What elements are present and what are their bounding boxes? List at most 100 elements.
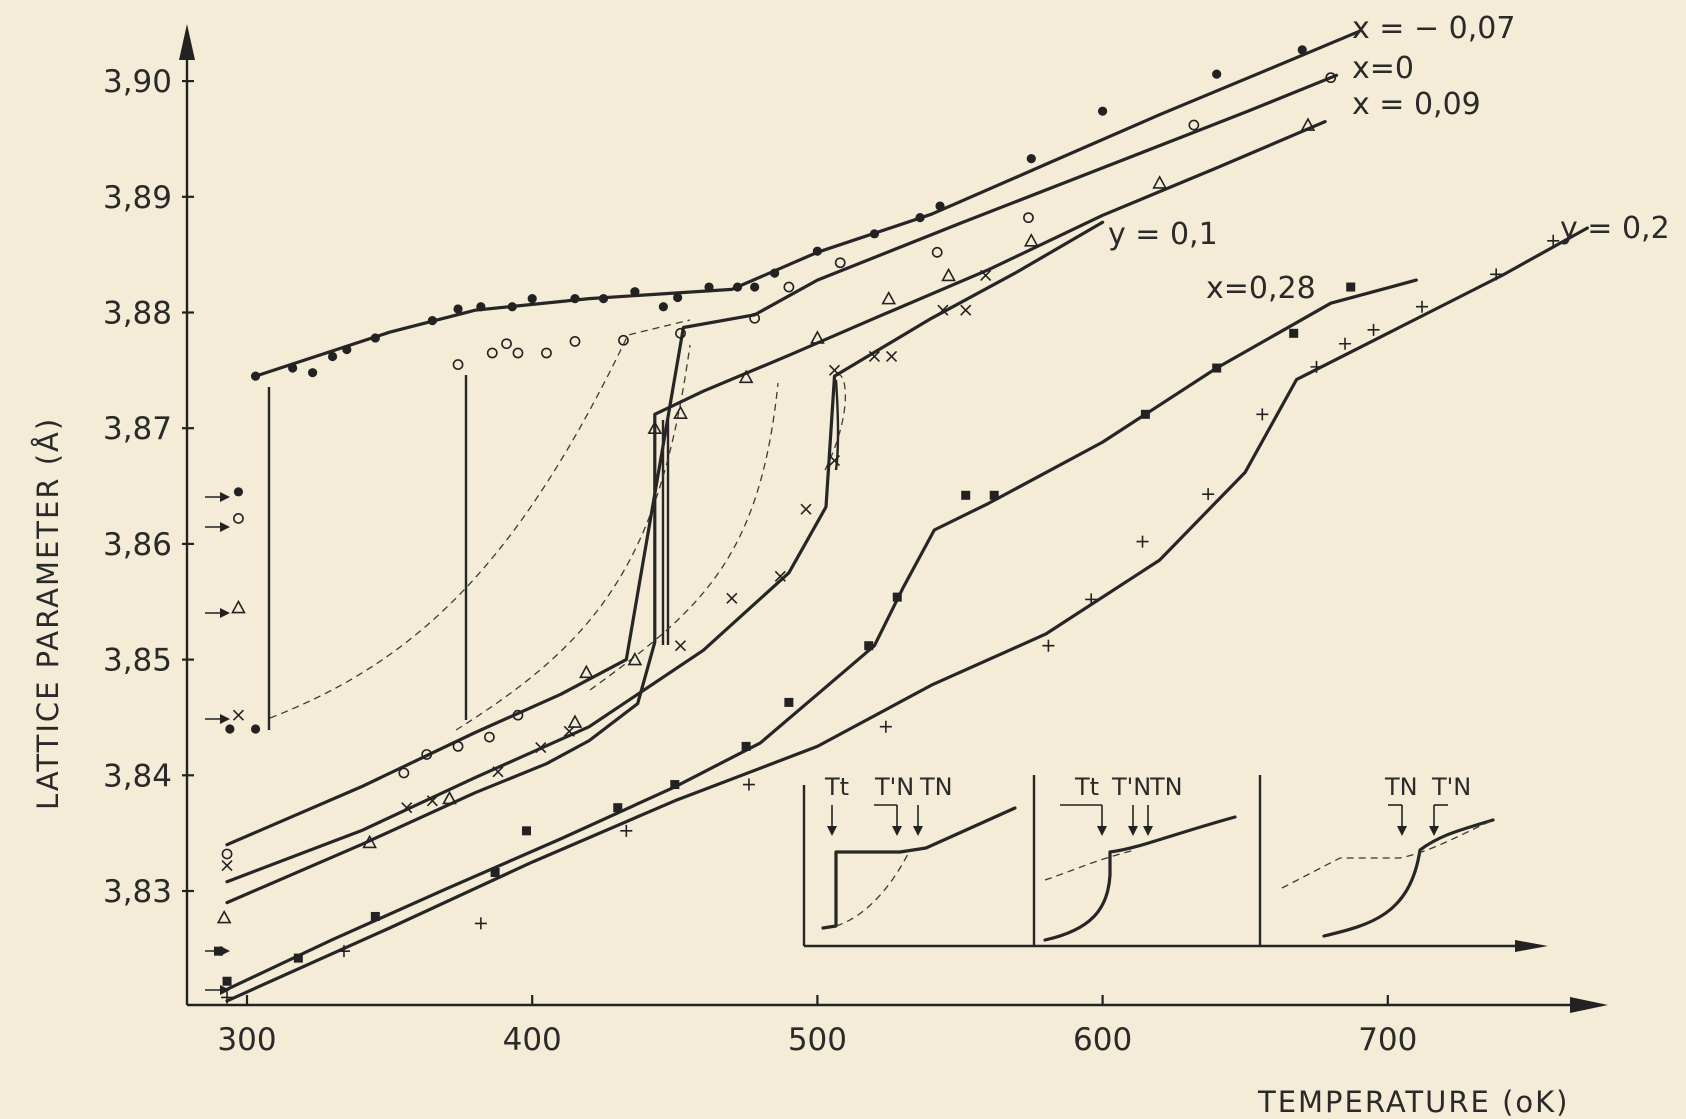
data-point [484, 731, 495, 743]
series-curve-3 [225, 220, 1105, 884]
data-point [370, 911, 380, 921]
data-point [452, 359, 464, 370]
data-point [1136, 535, 1149, 548]
series-label-0: x = − 0,07 [1352, 11, 1515, 46]
data-point [885, 350, 898, 363]
inset-label-6: TN [1384, 773, 1418, 801]
data-point [774, 570, 786, 582]
y-tick-label: 3,84 [103, 758, 172, 794]
y-axis-title: LATTICE PARAMETER (Å) [31, 417, 65, 810]
series-curve-4 [225, 278, 1418, 991]
data-point [1490, 268, 1503, 281]
data-point [1188, 119, 1200, 131]
data-point [613, 803, 623, 813]
data-point [738, 369, 754, 384]
data-point [704, 282, 714, 292]
data-point [770, 268, 780, 278]
data-point [221, 991, 234, 1004]
x-axis-title: TEMPERATURE (oK) [1257, 1085, 1569, 1119]
data-point [935, 201, 945, 211]
data-point [1547, 234, 1560, 247]
data-point [783, 281, 795, 293]
inset-label-4: T'N [1111, 773, 1151, 801]
y-axis-arrow [179, 24, 195, 60]
data-point [474, 917, 487, 930]
data-point [452, 740, 464, 752]
data-point [535, 741, 547, 754]
y-ticks: 3,83 3,84 3,85 3,86 3,87 3,88 3,89 3,90 [103, 64, 194, 910]
data-point [1202, 488, 1215, 501]
data-point [426, 795, 438, 807]
data-point [726, 592, 738, 604]
data-point [674, 640, 687, 652]
data-point [512, 709, 524, 721]
data-point [225, 724, 235, 734]
data-point [630, 287, 640, 297]
data-point [673, 292, 683, 303]
data-point [868, 350, 881, 363]
data-point [1256, 408, 1269, 421]
data-point [370, 333, 380, 343]
data-point [521, 826, 531, 836]
data-point [327, 351, 338, 362]
data-point [1367, 323, 1380, 336]
transition-lines [267, 375, 840, 730]
data-point [527, 294, 537, 304]
inset-schematic: Tt T'N TN Tt T'N TN TN T'N [802, 773, 1548, 952]
data-point [221, 859, 233, 872]
data-point [492, 766, 504, 778]
data-point [1152, 175, 1167, 189]
data-point [1346, 282, 1356, 292]
y-tick-label: 3,83 [103, 874, 172, 910]
x-ticks: 300 400 500 600 700 [217, 995, 1417, 1058]
data-point [620, 824, 633, 837]
data-point [742, 778, 755, 791]
data-point [216, 909, 232, 924]
data-point [800, 503, 812, 515]
data-point [288, 363, 298, 373]
data-point [931, 246, 943, 258]
data-point [398, 767, 410, 779]
data-point [362, 834, 377, 849]
series-label-3: y = 0,1 [1108, 217, 1218, 252]
data-point [563, 725, 575, 737]
data-point [647, 420, 663, 434]
data-point [579, 664, 594, 679]
series-label-2: x = 0,09 [1352, 87, 1481, 122]
x-tick-label: 400 [503, 1022, 562, 1058]
data-point [864, 641, 874, 651]
series-curve-1 [225, 73, 1339, 847]
x-axis-arrow [1570, 997, 1608, 1013]
data-point [567, 714, 583, 728]
room-temperature-arrows [205, 492, 230, 995]
data-point [784, 697, 794, 707]
data-point [1026, 154, 1036, 164]
data-point [750, 282, 760, 292]
series-layer [213, 29, 1589, 1004]
series-curve-5 [225, 226, 1589, 1003]
data-point [810, 330, 825, 344]
data-point [749, 312, 761, 324]
x-tick-label: 600 [1073, 1022, 1132, 1058]
data-point [892, 592, 902, 602]
data-point [1085, 593, 1098, 606]
data-point [486, 347, 498, 359]
data-point [1212, 69, 1222, 79]
data-point [221, 848, 233, 860]
inset-label-2: TN [919, 773, 953, 801]
data-point [1297, 45, 1307, 55]
y-tick-label: 3,86 [103, 527, 172, 563]
y-tick-label: 3,88 [103, 296, 172, 332]
data-point [1042, 639, 1055, 652]
data-point [250, 724, 261, 734]
data-point [1416, 300, 1429, 313]
data-point [675, 327, 686, 339]
data-point [570, 294, 580, 304]
inset-label-7: T'N [1431, 773, 1471, 801]
data-point [618, 334, 629, 346]
data-point [812, 246, 823, 256]
data-point [250, 371, 261, 381]
data-point [512, 347, 524, 359]
y-tick-label: 3,89 [103, 180, 172, 216]
